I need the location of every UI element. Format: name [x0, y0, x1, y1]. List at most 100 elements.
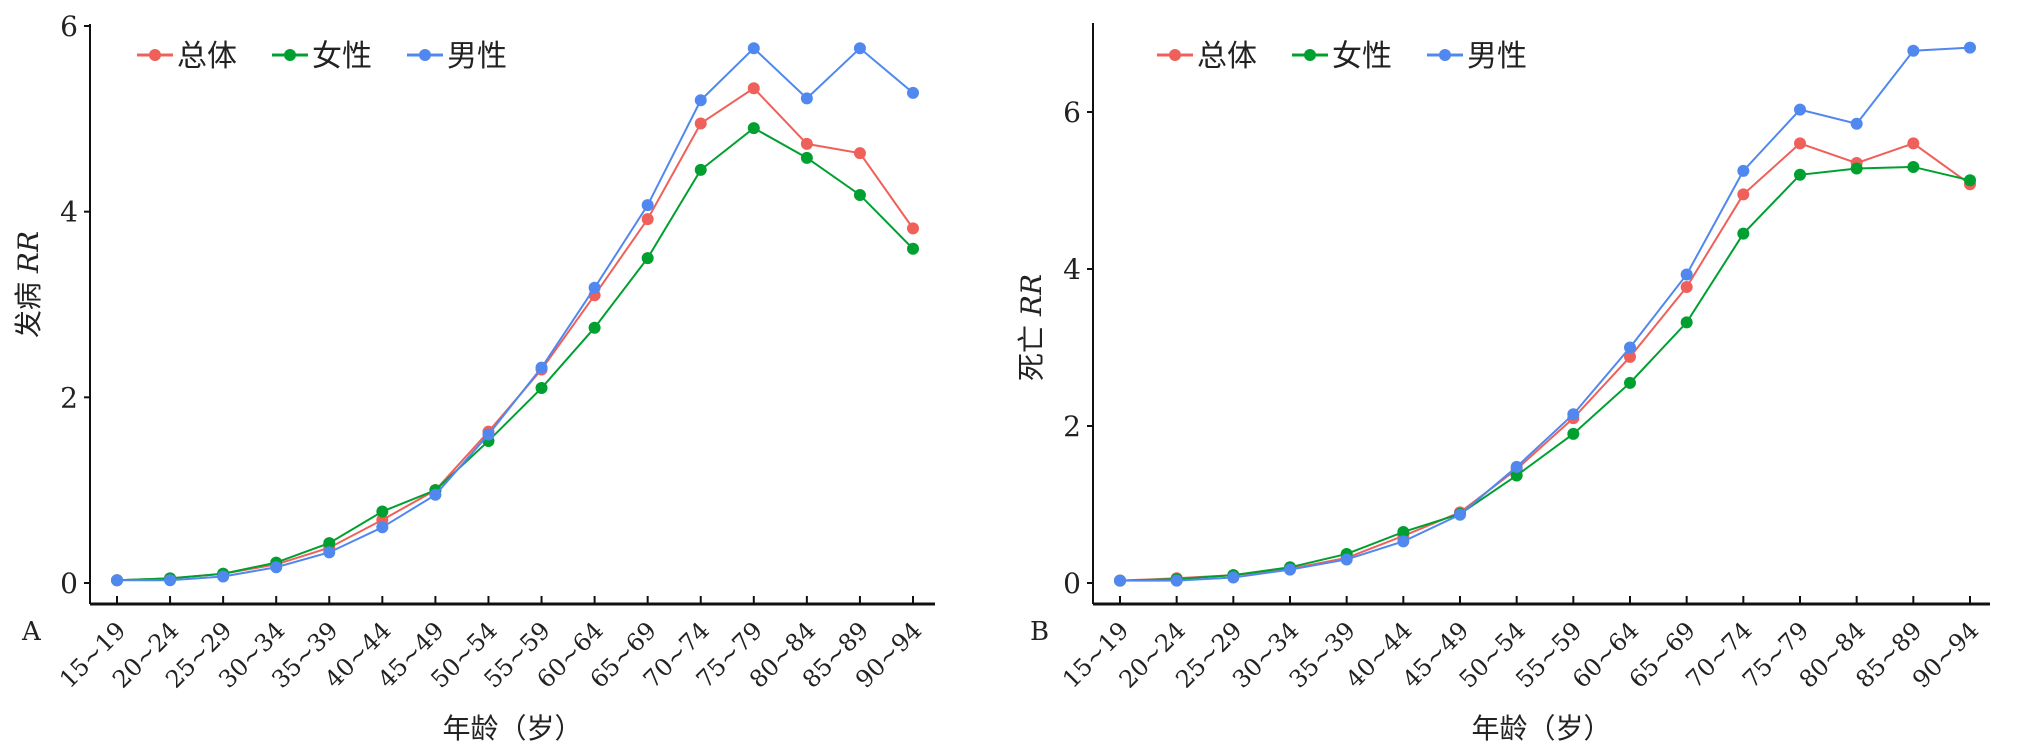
- data-point: [429, 488, 442, 501]
- data-point: [588, 321, 601, 334]
- data-point: [641, 213, 654, 226]
- data-point: [694, 163, 707, 176]
- legend-label: 女性: [312, 39, 372, 74]
- data-point: [641, 199, 654, 212]
- data-point: [1680, 316, 1693, 329]
- data-point: [1794, 103, 1806, 116]
- y-tick-label: 4: [1063, 253, 1081, 286]
- data-point: [1737, 227, 1750, 240]
- data-point: [588, 281, 601, 294]
- series-line-1: [1119, 165, 1971, 582]
- data-point: [1567, 408, 1580, 421]
- legend-marker: [419, 49, 431, 61]
- data-point: [1624, 341, 1636, 354]
- y-tick-label: 2: [60, 381, 78, 414]
- data-point: [1680, 268, 1693, 281]
- data-point: [747, 82, 760, 95]
- data-point: [907, 222, 919, 235]
- data-point: [1170, 574, 1183, 587]
- data-point: [376, 505, 389, 518]
- panel-label: B: [1030, 617, 1049, 647]
- data-point: [1624, 350, 1636, 363]
- data-point: [1737, 164, 1750, 177]
- y-axis-label-cn: 发病: [12, 273, 45, 338]
- legend-marker: [1439, 49, 1451, 61]
- data-point: [800, 151, 813, 164]
- data-point: [1680, 281, 1693, 294]
- series-line-2: [117, 46, 914, 582]
- series-line-1: [116, 126, 914, 582]
- data-point: [853, 42, 866, 55]
- data-point: [164, 574, 177, 587]
- data-point: [1907, 160, 1920, 173]
- data-point: [800, 137, 813, 150]
- y-axis-label: 死亡 RR: [1015, 274, 1048, 381]
- series-line-0: [1119, 142, 1971, 582]
- series-line-2: [1120, 46, 1971, 582]
- y-axis-label-cn: 死亡: [1015, 316, 1048, 381]
- x-axis-label: 年龄（岁）: [1471, 712, 1611, 745]
- data-point: [907, 86, 919, 99]
- y-tick-label: 2: [1063, 410, 1081, 443]
- data-point: [1794, 168, 1806, 181]
- data-point: [1114, 574, 1126, 587]
- panel-label: A: [21, 617, 42, 647]
- data-point: [694, 117, 707, 130]
- legend-marker: [149, 49, 161, 61]
- legend-label: 总体: [1197, 39, 1257, 74]
- y-tick-label: 6: [60, 10, 78, 43]
- data-point: [323, 537, 336, 550]
- x-axis-label: 年龄（岁）: [442, 712, 582, 745]
- series-line-0: [116, 86, 914, 582]
- panel-b: 024615~1920~2425~2930~3435~3940~4445~495…: [1015, 23, 1990, 745]
- data-point: [111, 574, 123, 587]
- data-point: [747, 42, 760, 55]
- data-point: [1907, 44, 1920, 57]
- data-point: [1510, 460, 1523, 473]
- data-point: [376, 521, 389, 534]
- y-tick-label: 0: [60, 567, 78, 600]
- data-point: [1454, 508, 1466, 521]
- data-point: [1850, 117, 1863, 130]
- data-point: [1284, 563, 1296, 576]
- data-point: [1567, 427, 1580, 440]
- data-point: [482, 428, 495, 441]
- data-point: [1964, 41, 1976, 54]
- data-point: [1964, 174, 1976, 187]
- data-point: [1227, 571, 1240, 584]
- y-axis-label-rr: RR: [12, 231, 45, 274]
- y-tick-label: 4: [60, 196, 78, 229]
- legend-label: 女性: [1332, 39, 1392, 74]
- data-point: [800, 92, 813, 105]
- y-tick-label: 0: [1063, 567, 1081, 600]
- data-point: [1397, 525, 1410, 538]
- legend-label: 男性: [1467, 39, 1527, 74]
- legend-marker: [1169, 49, 1181, 61]
- panel-a: 024615~1920~2425~2930~3435~3940~4445~495…: [12, 10, 935, 745]
- data-point: [853, 147, 866, 160]
- y-axis-label: 发病 RR: [12, 231, 45, 338]
- legend-label: 总体: [177, 39, 237, 74]
- data-point: [535, 361, 548, 374]
- data-point: [1510, 469, 1523, 482]
- data-point: [1397, 535, 1410, 548]
- data-point: [641, 252, 654, 265]
- data-point: [1624, 376, 1636, 389]
- data-point: [1794, 137, 1806, 150]
- data-point: [535, 382, 548, 395]
- y-tick-label: 6: [1063, 96, 1081, 129]
- data-point: [1850, 162, 1863, 175]
- legend-label: 男性: [447, 39, 507, 74]
- y-axis-label-rr: RR: [1015, 274, 1048, 317]
- data-point: [1907, 137, 1920, 150]
- legend-marker: [284, 49, 296, 61]
- legend-marker: [1304, 49, 1316, 61]
- data-point: [1737, 188, 1750, 201]
- data-point: [694, 94, 707, 107]
- data-point: [853, 188, 866, 201]
- data-point: [217, 570, 230, 583]
- data-point: [1340, 553, 1353, 566]
- data-point: [747, 122, 760, 135]
